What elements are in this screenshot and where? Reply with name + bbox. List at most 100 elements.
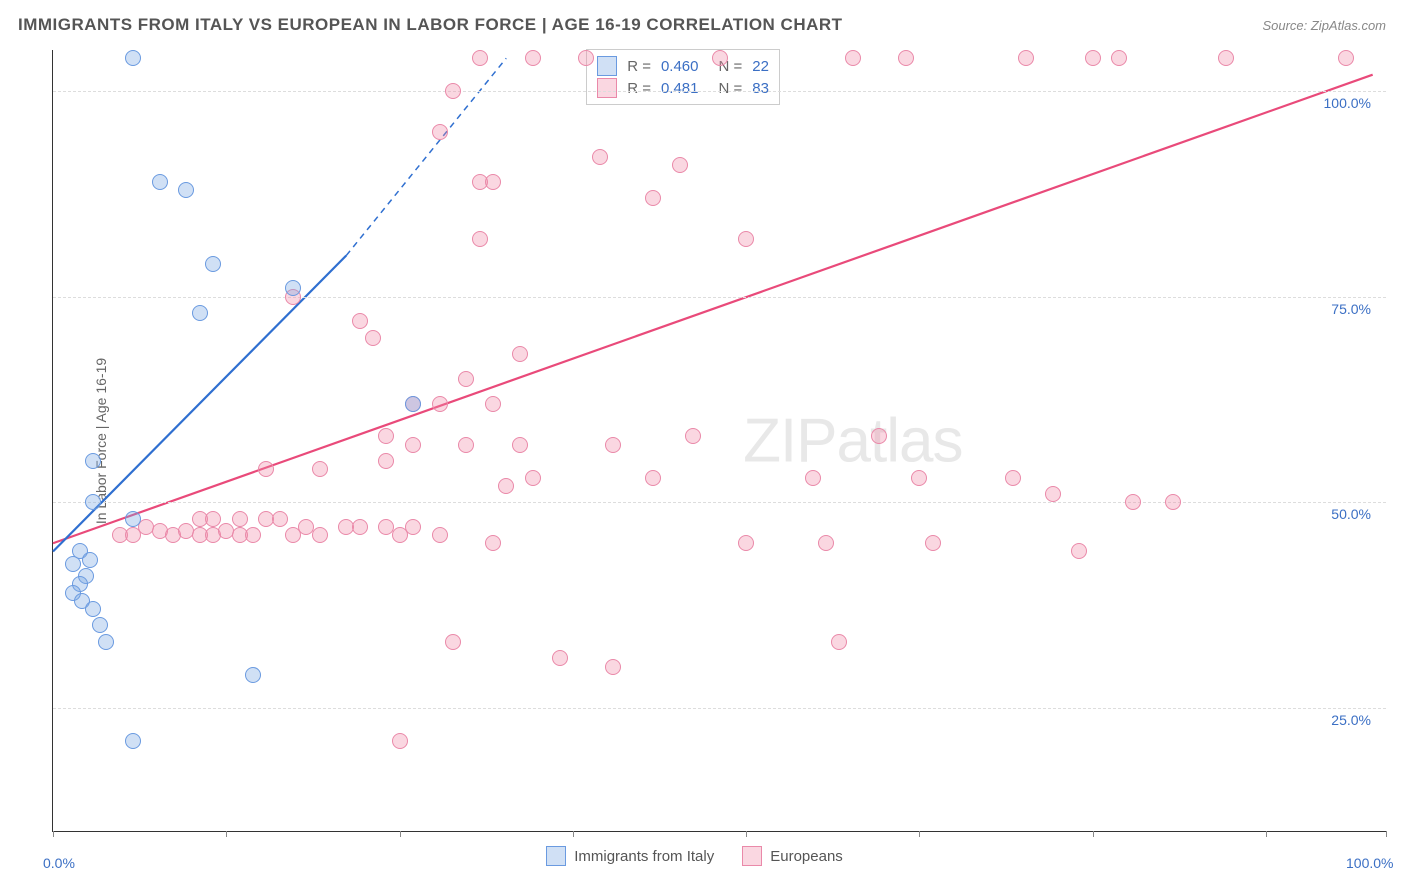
legend-label: Europeans [770, 848, 843, 865]
data-point-europe [645, 470, 661, 486]
data-point-italy [65, 556, 81, 572]
data-point-europe [818, 535, 834, 551]
data-point-italy [85, 453, 101, 469]
data-point-europe [645, 190, 661, 206]
legend-swatch-icon [546, 846, 566, 866]
legend-item-italy: Immigrants from Italy [546, 846, 714, 866]
stats-n-value: 83 [752, 80, 769, 97]
data-point-europe [365, 330, 381, 346]
stats-row-italy: R =0.460N =22 [597, 56, 769, 76]
data-point-europe [458, 437, 474, 453]
gridline-h [53, 708, 1386, 709]
data-point-europe [1045, 486, 1061, 502]
x-tick [746, 831, 747, 837]
data-point-europe [712, 50, 728, 66]
data-point-europe [738, 231, 754, 247]
data-point-europe [472, 231, 488, 247]
data-point-europe [312, 461, 328, 477]
x-tick-label: 100.0% [1346, 855, 1393, 871]
data-point-europe [352, 313, 368, 329]
data-point-europe [312, 527, 328, 543]
stats-n-label: N = [719, 80, 743, 97]
data-point-europe [232, 511, 248, 527]
data-point-europe [685, 428, 701, 444]
data-point-europe [205, 511, 221, 527]
y-tick-label: 25.0% [1331, 712, 1371, 728]
data-point-europe [552, 650, 568, 666]
data-point-europe [485, 396, 501, 412]
y-tick-label: 75.0% [1331, 301, 1371, 317]
data-point-europe [525, 470, 541, 486]
data-point-europe [1165, 494, 1181, 510]
data-point-europe [1111, 50, 1127, 66]
data-point-europe [605, 659, 621, 675]
data-point-europe [445, 634, 461, 650]
stats-r-value: 0.481 [661, 80, 699, 97]
regression-lines-layer [53, 50, 1386, 831]
x-tick-label: 0.0% [43, 855, 75, 871]
data-point-europe [578, 50, 594, 66]
data-point-europe [432, 396, 448, 412]
regression-line [346, 58, 506, 255]
data-point-europe [672, 157, 688, 173]
data-point-europe [1018, 50, 1034, 66]
data-point-europe [898, 50, 914, 66]
y-tick-label: 50.0% [1331, 506, 1371, 522]
data-point-italy [125, 50, 141, 66]
legend-swatch-icon [742, 846, 762, 866]
x-tick [573, 831, 574, 837]
data-point-europe [845, 50, 861, 66]
data-point-italy [405, 396, 421, 412]
x-tick [919, 831, 920, 837]
data-point-europe [805, 470, 821, 486]
plot-area: In Labor Force | Age 16-19 ZIPatlas R =0… [52, 50, 1386, 832]
stats-legend-box: R =0.460N =22R =0.481N =83 [586, 49, 780, 105]
data-point-italy [98, 634, 114, 650]
x-tick [53, 831, 54, 837]
data-point-europe [525, 50, 541, 66]
data-point-europe [512, 346, 528, 362]
data-point-italy [285, 280, 301, 296]
data-point-italy [178, 182, 194, 198]
data-point-europe [1338, 50, 1354, 66]
data-point-europe [605, 437, 621, 453]
gridline-h [53, 502, 1386, 503]
legend-item-europe: Europeans [742, 846, 843, 866]
data-point-italy [85, 494, 101, 510]
data-point-europe [1005, 470, 1021, 486]
x-tick [1266, 831, 1267, 837]
x-tick [226, 831, 227, 837]
chart-title: IMMIGRANTS FROM ITALY VS EUROPEAN IN LAB… [18, 15, 843, 35]
data-point-europe [378, 428, 394, 444]
stats-n-value: 22 [752, 58, 769, 75]
x-tick [1093, 831, 1094, 837]
data-point-italy [152, 174, 168, 190]
source-label: Source: ZipAtlas.com [1262, 18, 1386, 33]
data-point-europe [1085, 50, 1101, 66]
data-point-europe [272, 511, 288, 527]
data-point-europe [925, 535, 941, 551]
data-point-europe [911, 470, 927, 486]
data-point-europe [392, 527, 408, 543]
data-point-europe [405, 437, 421, 453]
data-point-italy [205, 256, 221, 272]
data-point-europe [432, 527, 448, 543]
data-point-europe [378, 453, 394, 469]
data-point-italy [192, 305, 208, 321]
data-point-europe [485, 174, 501, 190]
data-point-italy [125, 733, 141, 749]
data-point-europe [432, 124, 448, 140]
data-point-europe [485, 535, 501, 551]
data-point-europe [498, 478, 514, 494]
regression-line [53, 75, 1373, 544]
data-point-europe [1218, 50, 1234, 66]
gridline-h [53, 91, 1386, 92]
data-point-europe [472, 50, 488, 66]
data-point-europe [1125, 494, 1141, 510]
data-point-europe [445, 83, 461, 99]
data-point-europe [831, 634, 847, 650]
x-tick [400, 831, 401, 837]
data-point-europe [871, 428, 887, 444]
stats-row-europe: R =0.481N =83 [597, 78, 769, 98]
y-tick-label: 100.0% [1324, 95, 1371, 111]
